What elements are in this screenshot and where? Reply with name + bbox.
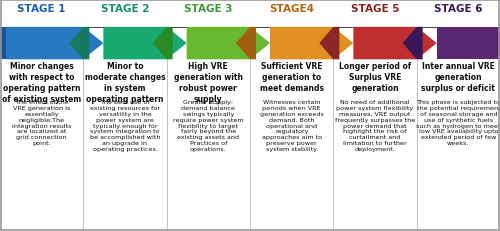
Text: Minor changes
with respect to
operating pattern
of existing system: Minor changes with respect to operating …	[2, 62, 82, 103]
Polygon shape	[152, 28, 172, 60]
Text: STAGE 5: STAGE 5	[351, 4, 399, 14]
Text: STAGE4: STAGE4	[269, 4, 314, 14]
Text: Sufficient VRE
generation to
meet demands: Sufficient VRE generation to meet demand…	[260, 62, 324, 92]
Polygon shape	[270, 28, 353, 60]
Text: STAGE 6: STAGE 6	[434, 4, 482, 14]
Polygon shape	[320, 28, 340, 60]
Polygon shape	[186, 28, 270, 60]
Polygon shape	[104, 28, 186, 60]
Polygon shape	[402, 28, 422, 60]
Text: STAGE 2: STAGE 2	[101, 4, 149, 14]
Text: STAGE 3: STAGE 3	[184, 4, 232, 14]
Text: Inter annual VRE
generation
surplus or deficit: Inter annual VRE generation surplus or d…	[422, 62, 496, 92]
Polygon shape	[0, 28, 6, 60]
Polygon shape	[6, 28, 103, 60]
Text: The best use of
existing resources for
versatility in the
power system are
typic: The best use of existing resources for v…	[90, 100, 160, 151]
Text: Longer period of
Surplus VRE
generation: Longer period of Surplus VRE generation	[339, 62, 411, 92]
Text: No need of additional
power system flexibility
measures, VRE output
frequently s: No need of additional power system flexi…	[335, 100, 415, 151]
Text: Minor to
moderate changes
in system
operating pattern: Minor to moderate changes in system oper…	[84, 62, 166, 103]
Polygon shape	[70, 28, 89, 60]
Text: High VRE
generation with
robust power
supply: High VRE generation with robust power su…	[174, 62, 243, 103]
Polygon shape	[436, 28, 500, 60]
Text: STAGE 1: STAGE 1	[18, 4, 66, 14]
Polygon shape	[354, 28, 436, 60]
Text: The effect of the
VRE generation is
essentially
negligible;The
integration resul: The effect of the VRE generation is esse…	[12, 100, 72, 145]
Polygon shape	[236, 28, 256, 60]
Text: Greater supply-
demand balance
swings typically
require power system
flexibility: Greater supply- demand balance swings ty…	[173, 100, 244, 151]
Text: This phase is subjected to
the potential requirement
of seasonal storage and
use: This phase is subjected to the potential…	[416, 100, 500, 145]
Text: Witnesses certain
periods when VRE
generation exceeds
demand. Both
operational a: Witnesses certain periods when VRE gener…	[260, 100, 324, 151]
